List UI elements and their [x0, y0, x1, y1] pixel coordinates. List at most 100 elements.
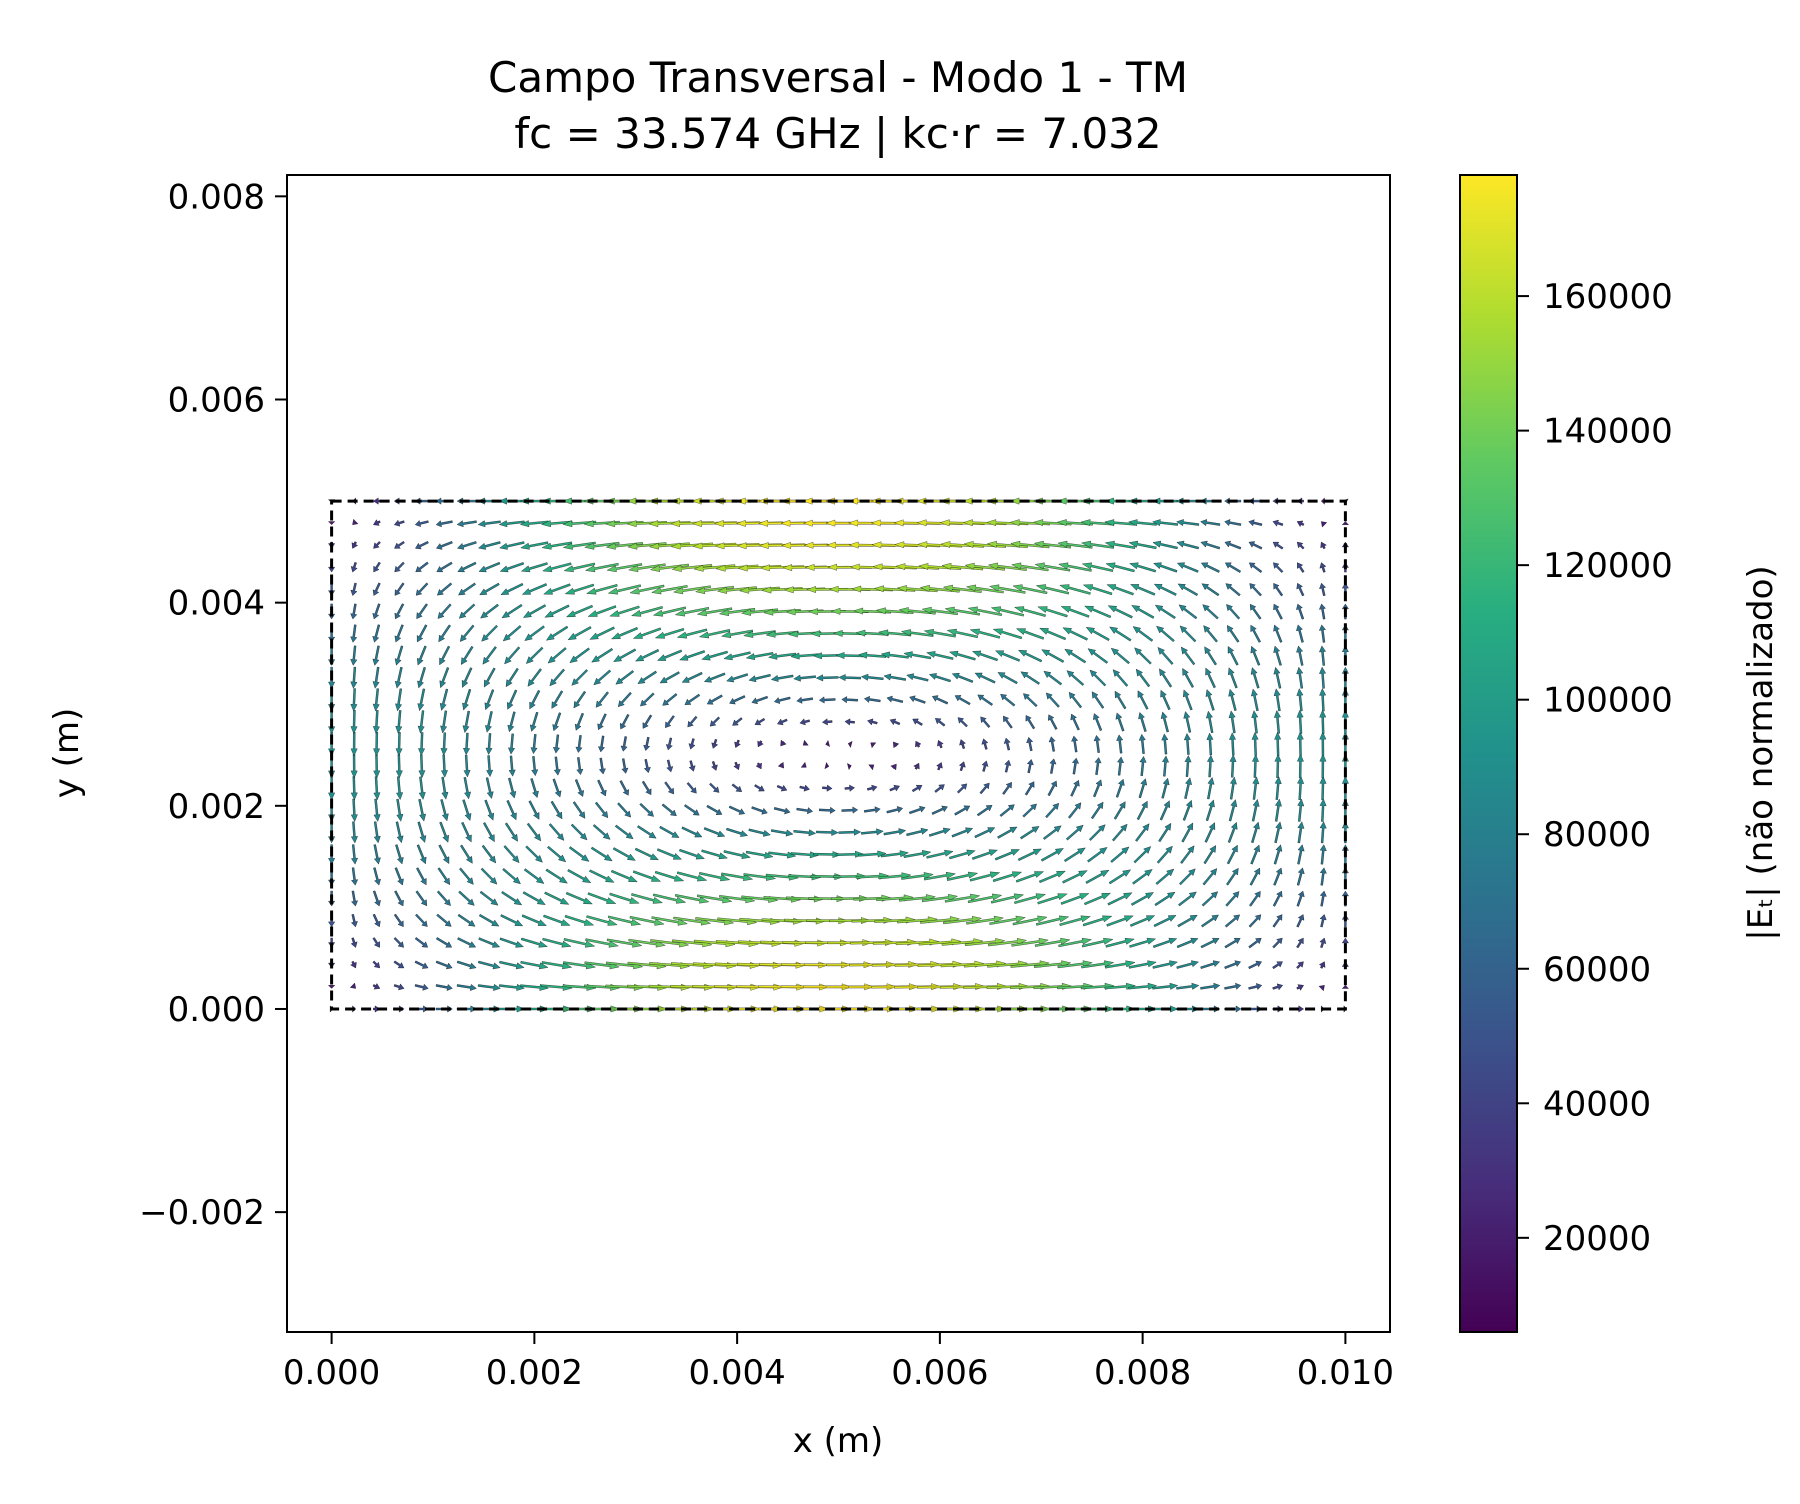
quiver-arrow	[552, 778, 562, 798]
quiver-arrow	[415, 913, 428, 927]
quiver-arrow	[648, 520, 691, 528]
quiver-arrow	[1182, 799, 1193, 821]
quiver-arrow	[1017, 848, 1042, 861]
quiver-arrow	[607, 584, 642, 595]
quiver-arrow	[911, 784, 923, 793]
quiver-arrow	[868, 764, 875, 771]
quiver-arrow	[552, 712, 562, 732]
quiver-arrow	[395, 732, 403, 757]
quiver-arrow	[1319, 844, 1327, 865]
quiver-arrow	[1250, 844, 1260, 865]
quiver-arrow	[628, 938, 666, 948]
quiver-arrow	[745, 652, 774, 660]
quiver-arrow	[571, 669, 589, 686]
quiver-arrow	[1068, 692, 1083, 709]
quiver-arrow	[456, 960, 477, 970]
quiver-arrow	[1137, 690, 1149, 710]
quiver-arrow	[949, 650, 976, 661]
quiver-arrow	[1297, 821, 1305, 844]
quiver-arrow	[439, 688, 449, 711]
colorbar-tick-label: 160000	[1543, 277, 1673, 317]
quiver-arrow	[1034, 562, 1071, 572]
quiver-arrow	[1248, 519, 1263, 527]
quiver-arrow	[437, 867, 451, 885]
quiver-arrow	[1094, 757, 1102, 775]
quiver-arrow	[1204, 646, 1217, 666]
quiver-arrow	[796, 807, 813, 815]
quiver-arrow	[906, 827, 929, 837]
quiver-arrow	[946, 628, 978, 639]
quiver-arrow	[1034, 937, 1071, 947]
quiver-arrow	[617, 802, 632, 818]
quiver-arrow	[1059, 915, 1091, 926]
quiver-arrow	[1182, 668, 1194, 688]
quiver-arrow	[606, 938, 643, 948]
chart-title-line1: Campo Transversal - Modo 1 - TM	[488, 53, 1188, 102]
quiver-arrow	[439, 821, 449, 843]
quiver-arrow	[458, 582, 476, 596]
quiver-arrow	[527, 668, 542, 687]
quiver-arrow	[674, 607, 710, 617]
quiver-arrow	[913, 762, 920, 770]
quiver-arrow	[706, 694, 723, 705]
quiver-arrow	[417, 710, 425, 734]
quiver-arrow	[1162, 755, 1169, 777]
quiver-arrow	[741, 608, 778, 616]
quiver-arrow	[1224, 938, 1241, 949]
quiver-arrow	[790, 851, 819, 859]
quiver-arrow	[974, 827, 996, 839]
quiver-arrow	[521, 562, 548, 573]
quiver-arrow	[734, 739, 741, 748]
quiver-arrow	[460, 645, 474, 665]
quiver-arrow	[1200, 960, 1220, 969]
quiver-arrow	[686, 782, 697, 794]
quiver-arrow	[1064, 847, 1086, 863]
quiver-arrow	[1206, 732, 1214, 756]
quiver-arrow	[1058, 562, 1092, 572]
quiver-arrow	[1133, 846, 1152, 864]
quiver-arrow	[501, 604, 523, 619]
quiver-arrow	[1202, 868, 1218, 886]
quiver-arrow	[711, 761, 718, 771]
quiver-arrow	[989, 915, 1026, 925]
quiver-arrow	[883, 673, 907, 681]
quiver-arrow	[893, 741, 900, 749]
quiver-arrow	[937, 740, 944, 749]
quiver-arrow	[564, 915, 595, 926]
quiver-arrow	[562, 541, 596, 550]
quiver-arrow	[726, 827, 748, 837]
quiver-arrow	[1158, 822, 1172, 843]
quiver-arrow	[1273, 583, 1284, 597]
x-tick-label: 0.000	[283, 1353, 380, 1393]
quiver-arrow	[438, 624, 451, 643]
quiver-arrow	[1274, 776, 1282, 800]
quiver-arrow	[394, 645, 404, 666]
quiver-arrow	[726, 673, 749, 683]
quiver-arrow	[544, 604, 570, 618]
x-tick-label: 0.002	[486, 1353, 583, 1393]
quiver-arrow	[959, 739, 966, 749]
quiver-arrow	[651, 585, 688, 595]
quiver-arrow	[499, 937, 524, 948]
quiver-arrow	[1251, 710, 1259, 734]
quiver-arrow	[372, 983, 381, 990]
quiver-arrow	[605, 542, 643, 550]
quiver-arrow	[642, 714, 653, 729]
quiver-arrow	[692, 542, 737, 550]
quiver-arrow	[999, 804, 1015, 817]
quiver-arrow	[563, 938, 596, 948]
quiver-arrow	[1297, 562, 1305, 573]
quiver-arrow	[1159, 668, 1173, 688]
quiver-arrow	[906, 673, 929, 682]
quiver-arrow	[835, 652, 864, 659]
quiver-arrow	[1012, 584, 1048, 595]
quiver-arrow	[373, 754, 381, 779]
quiver-arrow	[585, 562, 619, 573]
quiver-arrow	[372, 913, 381, 928]
x-tick-label: 0.010	[1297, 1353, 1394, 1393]
quiver-arrow	[1105, 562, 1135, 573]
quiver-arrow	[659, 825, 680, 838]
colorbar-tick-label: 140000	[1543, 412, 1673, 452]
quiver-arrow	[1296, 520, 1305, 527]
quiver-arrow	[1207, 777, 1215, 800]
